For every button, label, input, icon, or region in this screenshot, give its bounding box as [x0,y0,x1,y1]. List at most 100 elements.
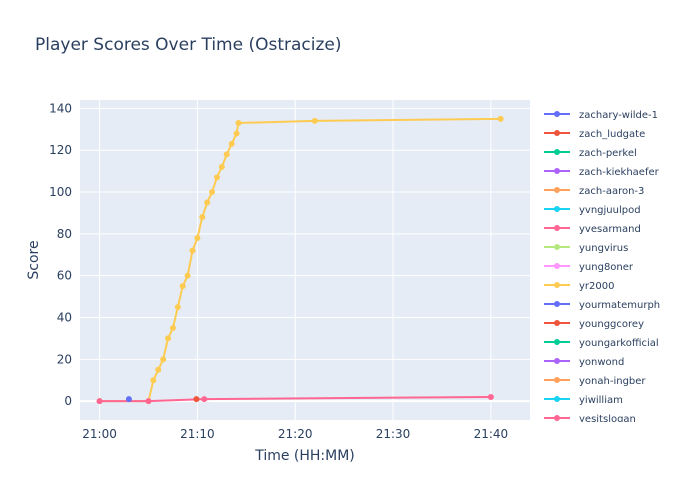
y-tick-label: 100 [49,185,72,199]
legend-label: yvesarmand [579,224,641,235]
x-tick-label: 21:30 [376,427,411,441]
legend-item[interactable]: yesitslogan [544,414,636,425]
legend-label: yung8oner [579,262,634,273]
data-point-zach-ludgate [193,396,200,403]
legend-marker-icon [554,187,560,193]
data-point-yr2000 [213,174,220,181]
legend-item[interactable]: zachary-wilde-1 [544,110,658,121]
data-point-yr2000 [199,214,206,221]
data-point-yr2000 [228,140,235,147]
data-point-yr2000 [189,247,196,254]
legend-label: yr2000 [579,281,614,292]
y-tick-label: 140 [49,101,72,115]
x-tick-label: 21:00 [82,427,117,441]
legend-label: youngarkofficial [579,338,659,349]
legend-item[interactable]: zach-kiekhaefer [544,167,660,178]
legend-marker-icon [554,377,560,383]
data-point-yr2000 [150,377,157,384]
data-point-yr2000 [218,163,225,170]
data-point-yr2000 [174,304,181,311]
legend-marker-icon [554,244,560,250]
x-tick-label: 21:40 [474,427,509,441]
data-point-zachary-wilde-1 [125,396,132,403]
series-line-yesitslogan [99,395,491,403]
data-point-yr2000 [169,324,176,331]
legend-marker-icon [554,301,560,307]
legend-item[interactable]: yourmatemurph [544,300,660,311]
legend-label: zach-aaron-3 [579,186,644,197]
y-tick-label: 80 [57,227,72,241]
legend-label: zach-kiekhaefer [579,167,660,178]
legend-marker-icon [554,415,560,421]
legend-marker-icon [554,111,560,117]
data-point-yesitslogan [487,393,494,400]
legend-marker-icon [554,282,560,288]
data-point-yr2000 [160,356,167,363]
data-point-yesitslogan [201,396,208,403]
y-tick-label: 20 [57,352,72,366]
legend-label: yiwilliam [579,395,623,406]
legend-item[interactable]: yonwond [544,357,624,368]
legend-label: yesitslogan [579,414,636,425]
grid-lines [80,100,530,420]
x-tick-label: 21:20 [278,427,313,441]
data-point-yr2000 [165,335,172,342]
legend-label: zach_ludgate [579,129,645,140]
x-axis-label: Time (HH:MM) [254,448,355,464]
legend-item[interactable]: youngarkofficial [544,338,659,349]
legend-label: yungvirus [579,243,628,254]
legend-item[interactable]: zach-aaron-3 [544,186,644,197]
plot-area [80,100,530,420]
legend-label: yvngjuulpod [579,205,641,216]
data-point-yr2000 [235,120,242,127]
legend-label: yonwond [579,357,624,368]
chart-title: Player Scores Over Time (Ostracize) [35,35,342,55]
data-point-yr2000 [194,235,201,242]
data-point-yr2000 [223,151,230,158]
series-group [96,115,504,405]
data-point-yr2000 [233,130,240,137]
data-point-yr2000 [311,117,318,124]
legend[interactable]: zachary-wilde-1 zach_ludgate zach-perkel za… [544,110,660,425]
legend-marker-icon [554,339,560,345]
data-point-yr2000 [204,199,211,206]
y-tick-label: 40 [57,311,72,325]
legend-item[interactable]: yr2000 [544,281,614,292]
legend-item[interactable]: zach_ludgate [544,129,645,140]
legend-marker-icon [554,263,560,269]
y-axis-label: Score [26,240,42,279]
legend-item[interactable]: yonah-ingber [544,376,646,387]
legend-item[interactable]: younggcorey [544,319,644,330]
legend-marker-icon [554,130,560,136]
x-tick-label: 21:10 [180,427,215,441]
legend-item[interactable]: yung8oner [544,262,634,273]
legend-marker-icon [554,206,560,212]
y-tick-label: 60 [57,269,72,283]
legend-label: zach-perkel [579,148,637,159]
legend-marker-icon [554,225,560,231]
data-point-yr2000 [155,366,162,373]
data-point-yr2000 [497,115,504,122]
legend-item[interactable]: zach-perkel [544,148,637,159]
legend-label: zachary-wilde-1 [579,110,658,121]
data-point-yr2000 [179,283,186,290]
legend-item[interactable]: yvesarmand [544,224,641,235]
legend-item[interactable]: yiwilliam [544,395,623,406]
data-point-yr2000 [209,189,216,196]
legend-label: yourmatemurph [579,300,660,311]
legend-label: yonah-ingber [579,376,646,387]
y-tick-labels: 0 20 40 60 80 100 120 140 [49,101,72,408]
legend-marker-icon [554,168,560,174]
legend-marker-icon [554,358,560,364]
legend-item[interactable]: yungvirus [544,243,628,254]
legend-marker-icon [554,149,560,155]
y-tick-label: 0 [64,394,72,408]
x-tick-labels: 21:00 21:10 21:20 21:30 21:40 [82,427,508,441]
data-point-yesitslogan [96,398,103,405]
data-point-yr2000 [184,272,191,279]
legend-item[interactable]: yvngjuulpod [544,205,641,216]
y-tick-label: 120 [49,143,72,157]
legend-label: younggcorey [579,319,644,330]
